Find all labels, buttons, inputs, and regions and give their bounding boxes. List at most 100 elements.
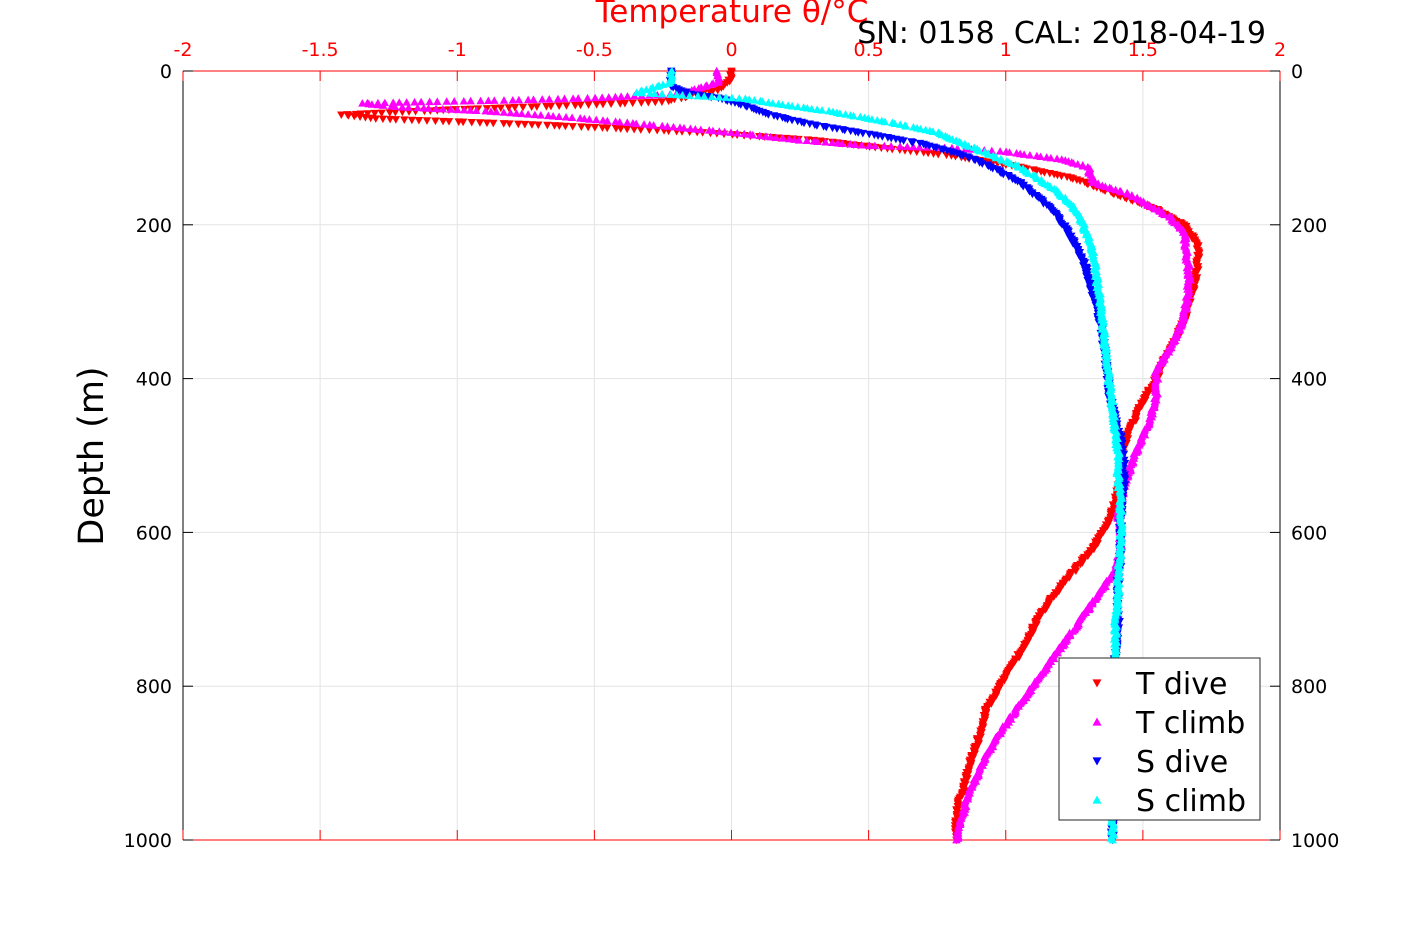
data-point	[568, 123, 577, 131]
data-point	[802, 136, 811, 145]
data-point	[714, 78, 723, 86]
data-point	[398, 102, 407, 111]
data-point	[867, 115, 877, 123]
data-point	[473, 105, 483, 113]
data-point	[1019, 150, 1029, 158]
data-point	[622, 125, 632, 134]
series-s-climb	[632, 66, 1127, 844]
data-point	[505, 120, 514, 128]
data-point	[666, 90, 675, 98]
data-point	[391, 116, 401, 124]
data-point	[636, 126, 645, 134]
data-point	[482, 119, 492, 128]
data-point	[508, 96, 517, 104]
legend-label: T dive	[1135, 667, 1227, 702]
data-point	[568, 94, 578, 102]
x-tick-label: 2	[1274, 39, 1286, 61]
data-point	[391, 108, 400, 117]
data-point	[1088, 178, 1097, 186]
data-point	[371, 115, 380, 123]
y-tick-label-right: 400	[1291, 369, 1327, 391]
data-point	[492, 107, 501, 116]
y-tick-label-left: 200	[136, 215, 172, 237]
y-tick-label-left: 400	[136, 369, 172, 391]
data-point	[715, 92, 724, 101]
data-point	[466, 96, 475, 105]
data-point	[523, 110, 533, 118]
data-point	[567, 113, 577, 122]
data-point	[400, 116, 409, 124]
data-point	[467, 118, 476, 127]
x-tick-label: -1.5	[302, 39, 339, 61]
data-point	[378, 101, 388, 109]
y-tick-label-right: 600	[1291, 522, 1327, 544]
data-point	[529, 95, 538, 103]
data-point	[828, 138, 837, 147]
x-tick-label: 1	[1000, 39, 1012, 61]
data-point	[459, 96, 468, 105]
legend-marker	[1092, 679, 1102, 688]
data-point	[616, 92, 626, 100]
y-axis-ticks: 0 0 200 200 400 400 600 600 800 800 1000 1000	[124, 61, 1340, 852]
data-point	[886, 142, 896, 150]
data-point	[496, 104, 506, 113]
data-point	[561, 122, 570, 131]
data-point	[837, 139, 847, 147]
data-point	[583, 93, 592, 102]
legend-marker	[1092, 717, 1102, 726]
data-point	[1005, 148, 1014, 156]
data-point	[363, 110, 372, 118]
data-point	[784, 134, 794, 143]
data-point	[554, 102, 564, 111]
data-point	[899, 137, 908, 145]
legend-marker	[1092, 795, 1102, 804]
data-point	[407, 116, 417, 125]
data-point	[787, 101, 797, 110]
data-point	[438, 104, 448, 113]
data-point	[476, 96, 485, 105]
data-point	[536, 111, 546, 119]
data-point	[1128, 192, 1137, 200]
data-point	[1024, 169, 1033, 177]
data-point	[1036, 152, 1045, 160]
data-point	[350, 112, 359, 121]
data-point	[616, 100, 625, 108]
data-point	[517, 109, 526, 118]
data-point	[390, 102, 400, 110]
data-point	[984, 150, 993, 158]
data-point	[658, 121, 667, 130]
data-point	[768, 99, 777, 107]
data-point	[678, 91, 687, 99]
data-point	[745, 95, 754, 103]
data-point	[628, 99, 637, 108]
y-tick-label-left: 600	[136, 522, 172, 544]
data-point	[794, 136, 804, 144]
legend: T dive T climb S dive S climb	[1058, 657, 1261, 821]
data-point	[543, 121, 552, 130]
data-point	[555, 122, 564, 130]
data-point	[358, 99, 367, 107]
data-point	[592, 115, 601, 124]
data-point	[657, 98, 667, 106]
data-point	[1160, 210, 1169, 219]
data-point	[385, 115, 395, 124]
data-point	[548, 111, 558, 120]
data-point	[822, 123, 831, 132]
data-point	[603, 116, 612, 125]
data-point	[649, 121, 658, 129]
data-point	[750, 96, 759, 104]
data-point	[459, 105, 469, 114]
data-point	[890, 119, 899, 128]
data-point	[840, 126, 849, 135]
data-point	[446, 105, 455, 113]
data-point	[928, 127, 938, 135]
data-point	[771, 133, 781, 142]
data-point	[850, 140, 860, 148]
data-point	[727, 93, 737, 102]
data-point	[431, 117, 440, 126]
data-point	[901, 122, 911, 130]
data-point	[598, 100, 608, 109]
data-point	[590, 93, 600, 102]
data-point	[835, 109, 845, 117]
data-point	[602, 124, 612, 133]
